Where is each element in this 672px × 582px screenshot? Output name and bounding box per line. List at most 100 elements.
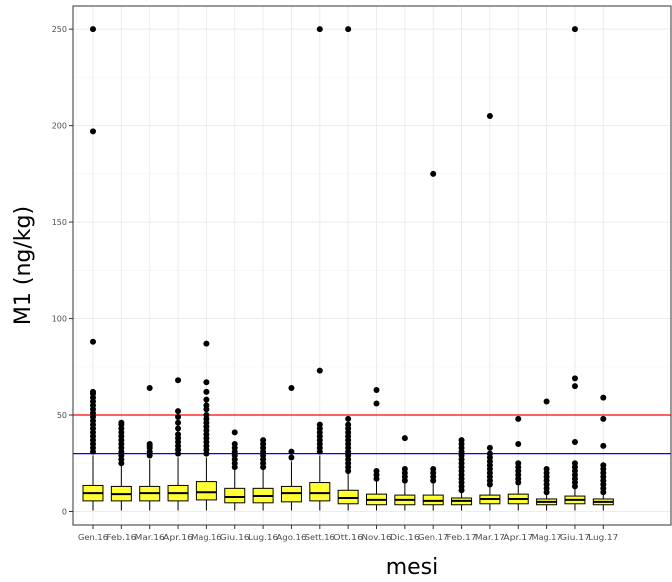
x-tick-label: Mar.17: [475, 533, 505, 542]
outlier-point: [203, 388, 210, 395]
outlier-point: [515, 440, 522, 447]
outlier-point: [175, 425, 182, 432]
x-tick-label: Gen.16: [78, 533, 108, 542]
outlier-point: [260, 437, 267, 444]
outlier-point: [175, 413, 182, 420]
y-tick-label: 100: [52, 315, 67, 324]
outlier-point: [543, 398, 550, 405]
box-Feb.16: [110, 419, 132, 511]
outlier-point: [571, 26, 578, 33]
x-tick-label: Apr.17: [503, 533, 533, 542]
box-Dic.16: [394, 435, 416, 511]
outlier-point: [203, 379, 210, 386]
x-tick-label: Gen.17: [418, 533, 448, 542]
outlier-point: [316, 26, 323, 33]
box-Mar.17: [479, 112, 501, 511]
box-Lug.17: [592, 394, 614, 511]
box-Nov.16: [366, 386, 387, 511]
outlier-point: [90, 388, 96, 395]
outlier-point: [571, 460, 578, 467]
outlier-point: [373, 400, 380, 407]
outlier-point: [203, 412, 210, 419]
outlier-point: [571, 383, 578, 390]
outlier-point: [458, 437, 465, 444]
x-tick-label: Sett.16: [305, 533, 335, 542]
outlier-point: [90, 26, 96, 33]
outlier-point: [316, 367, 323, 374]
plot-panel: [73, 6, 671, 525]
box-Ago.16: [280, 385, 302, 511]
outlier-point: [571, 375, 578, 382]
outlier-point: [316, 421, 323, 428]
outlier-point: [175, 431, 182, 438]
outlier-point: [90, 338, 96, 345]
box-Apr.17: [507, 415, 529, 511]
outlier-point: [175, 377, 182, 384]
outlier-point: [543, 466, 550, 473]
outlier-point: [345, 421, 352, 428]
x-tick-label: Giu.16: [220, 533, 250, 542]
y-tick-label: 150: [52, 218, 67, 227]
x-tick-label: Ott.16: [333, 533, 363, 542]
outlier-point: [146, 385, 153, 392]
box-Mag.17: [536, 398, 558, 511]
outlier-point: [430, 170, 437, 177]
box-iqr: [309, 482, 331, 502]
box-iqr: [195, 481, 217, 501]
x-tick-label: Mag.17: [532, 533, 562, 542]
x-tick-label: Apr.16: [163, 533, 193, 542]
outlier-point: [288, 454, 295, 461]
outlier-point: [175, 419, 182, 426]
plot-panel-border: [72, 5, 672, 526]
x-tick-label: Lug.16: [248, 533, 278, 542]
outlier-point: [231, 440, 238, 447]
boxes-layer: [82, 26, 614, 511]
outlier-point: [486, 444, 493, 451]
outlier-point: [288, 448, 295, 455]
x-tick-label: Mag.16: [191, 533, 221, 542]
x-axis-ticks: Gen.16Feb.16Mar.16Apr.16Mag.16Giu.16Lug.…: [78, 525, 619, 542]
x-tick-label: Dic.16: [390, 533, 420, 542]
box-Giu.16: [224, 429, 246, 511]
x-tick-label: Mar.16: [135, 533, 165, 542]
x-axis-title: mesi: [386, 555, 439, 580]
y-axis-ticks: 0 50 100 150 200 250: [52, 25, 73, 516]
x-tick-label: Ago.16: [276, 533, 306, 542]
outlier-point: [203, 340, 210, 347]
outlier-point: [600, 442, 607, 449]
outlier-point: [146, 440, 153, 447]
y-tick-label: 0: [62, 507, 67, 516]
outlier-point: [600, 462, 607, 469]
outlier-point: [515, 415, 522, 422]
outlier-point: [600, 415, 607, 422]
outlier-point: [345, 26, 352, 33]
box-Apr.16: [167, 377, 189, 511]
x-tick-label: Giu.17: [560, 533, 590, 542]
y-tick-label: 200: [52, 122, 67, 131]
x-tick-label: Nov.16: [362, 533, 392, 542]
outlier-point: [203, 402, 210, 409]
outlier-point: [231, 429, 238, 436]
x-tick-label: Lug.17: [588, 533, 618, 542]
y-tick-label: 250: [52, 25, 67, 34]
outlier-point: [600, 394, 607, 401]
outlier-point: [118, 419, 125, 426]
outlier-point: [401, 435, 408, 442]
outlier-point: [203, 396, 210, 403]
outlier-point: [175, 408, 182, 415]
outlier-point: [571, 439, 578, 446]
box-Gen.17: [422, 170, 444, 511]
box-Lug.16: [252, 437, 274, 511]
outlier-point: [486, 450, 493, 457]
x-tick-label: Feb.17: [447, 533, 477, 542]
outlier-point: [288, 385, 295, 392]
outlier-point: [373, 386, 380, 393]
box-Feb.17: [451, 437, 473, 511]
outlier-point: [515, 460, 522, 467]
outlier-point: [90, 128, 96, 135]
outlier-point: [345, 415, 352, 422]
box-Ott.16: [337, 26, 359, 511]
outlier-point: [373, 467, 380, 474]
box-Giu.17: [564, 26, 586, 511]
